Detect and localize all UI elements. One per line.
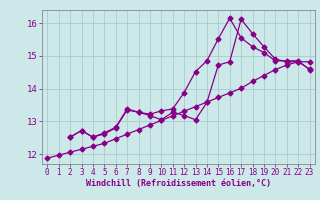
X-axis label: Windchill (Refroidissement éolien,°C): Windchill (Refroidissement éolien,°C) [86,179,271,188]
